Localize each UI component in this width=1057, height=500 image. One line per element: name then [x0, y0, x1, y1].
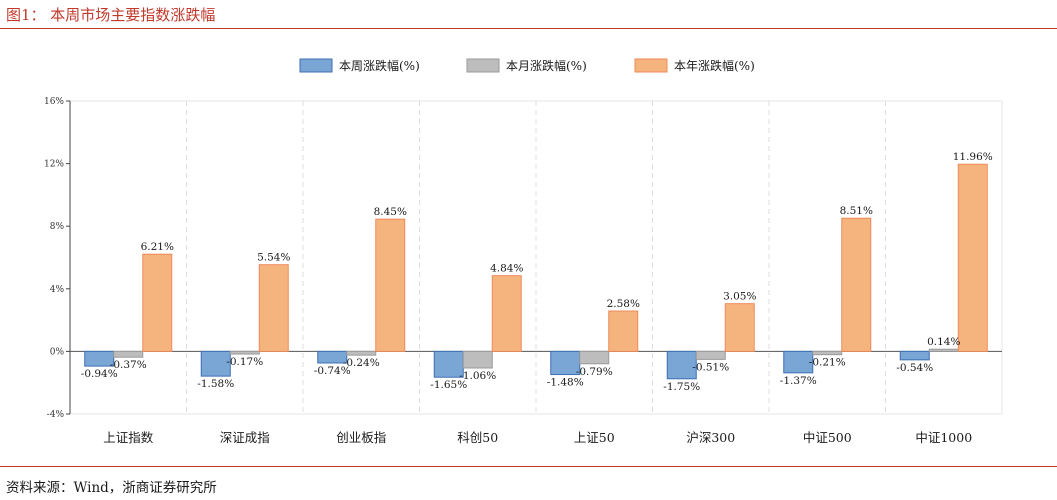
bar	[928, 348, 959, 352]
data-label: -1.48%	[547, 377, 584, 389]
data-label: 0.14%	[927, 336, 960, 348]
x-tick-label: 中证500	[803, 430, 852, 445]
bar	[229, 350, 260, 355]
legend-label: 本月涨跌幅(%)	[506, 58, 587, 73]
x-tick-label: 创业板指	[336, 430, 386, 445]
data-label: -0.94%	[81, 368, 118, 380]
x-tick-label: 科创50	[457, 430, 498, 445]
chart-bars	[84, 163, 988, 380]
y-tick-label: 8%	[50, 222, 65, 232]
bar-chart: 本周涨跌幅(%) 本月涨跌幅(%) 本年涨跌幅(%) -4% 0% 4% 8% 12% 16%…	[44, 58, 1003, 445]
data-label: 4.84%	[490, 263, 523, 275]
data-label: -0.51%	[692, 361, 729, 373]
data-label: 2.58%	[607, 298, 640, 310]
data-label: 8.45%	[374, 206, 407, 218]
data-label: -1.06%	[459, 370, 496, 382]
figure-title: 图1： 本周市场主要指数涨跌幅	[6, 6, 216, 24]
x-tick-label: 沪深300	[686, 430, 735, 445]
legend-swatch	[299, 58, 333, 73]
data-label: 8.51%	[840, 205, 873, 217]
data-label: -1.65%	[430, 379, 467, 391]
bar	[491, 275, 522, 352]
legend-label: 本年涨跌幅(%)	[674, 58, 755, 73]
data-label: 5.54%	[257, 252, 290, 264]
data-label: -0.37%	[110, 359, 147, 371]
x-axis: 上证指数 深证成指 创业板指 科创50 上证50 沪深300 中证500 中证1000	[103, 430, 972, 445]
bar	[317, 350, 348, 364]
bar	[433, 350, 464, 378]
top-divider	[0, 28, 1057, 29]
bar	[200, 350, 231, 377]
y-tick-label: 0%	[50, 347, 65, 357]
data-label: -0.54%	[896, 362, 933, 374]
chart-grid	[70, 100, 1003, 415]
bar	[84, 350, 115, 367]
data-label: -0.74%	[314, 365, 351, 377]
y-tick-label: -4%	[47, 410, 65, 420]
legend-swatch	[466, 58, 500, 73]
bar	[113, 350, 144, 358]
legend-label: 本周涨跌幅(%)	[339, 58, 420, 73]
bar	[841, 217, 872, 352]
x-tick-label: 上证50	[574, 430, 615, 445]
x-tick-label: 上证指数	[103, 430, 154, 445]
bar	[608, 310, 639, 352]
bar	[695, 350, 726, 360]
data-label: 3.05%	[723, 291, 756, 303]
legend-swatch	[634, 58, 668, 73]
bar	[258, 264, 289, 352]
y-tick-label: 4%	[50, 285, 65, 295]
bar	[724, 303, 755, 352]
y-tick-label: 12%	[44, 160, 64, 170]
bar	[579, 350, 610, 365]
bar	[957, 163, 988, 352]
data-labels: -0.94%-0.37% 6.21% -1.58% -0.17% 5.54% -0.74%…	[81, 151, 993, 393]
x-tick-label: 深证成指	[220, 430, 270, 445]
data-label: -1.58%	[197, 378, 234, 390]
bar	[666, 350, 697, 380]
y-tick-label: 16%	[44, 97, 64, 107]
bar	[812, 350, 843, 356]
data-label: -0.17%	[226, 356, 263, 368]
data-label: 6.21%	[141, 241, 174, 253]
chart-legend: 本周涨跌幅(%) 本月涨跌幅(%) 本年涨跌幅(%)	[299, 58, 755, 73]
bar	[783, 350, 814, 374]
x-tick-label: 中证1000	[915, 430, 972, 445]
bar	[462, 350, 493, 369]
bar	[899, 350, 930, 361]
source-note: 资料来源：Wind，浙商证券研究所	[6, 480, 217, 496]
bottom-divider	[0, 466, 1057, 467]
bar	[346, 350, 377, 356]
data-label: -0.24%	[343, 357, 380, 369]
data-label: -0.79%	[576, 366, 613, 378]
data-label: -0.21%	[809, 357, 846, 369]
data-label: -1.37%	[780, 375, 817, 387]
data-label: -1.75%	[663, 381, 700, 393]
bar	[375, 218, 406, 352]
bar	[142, 253, 173, 352]
data-label: 11.96%	[953, 151, 993, 163]
